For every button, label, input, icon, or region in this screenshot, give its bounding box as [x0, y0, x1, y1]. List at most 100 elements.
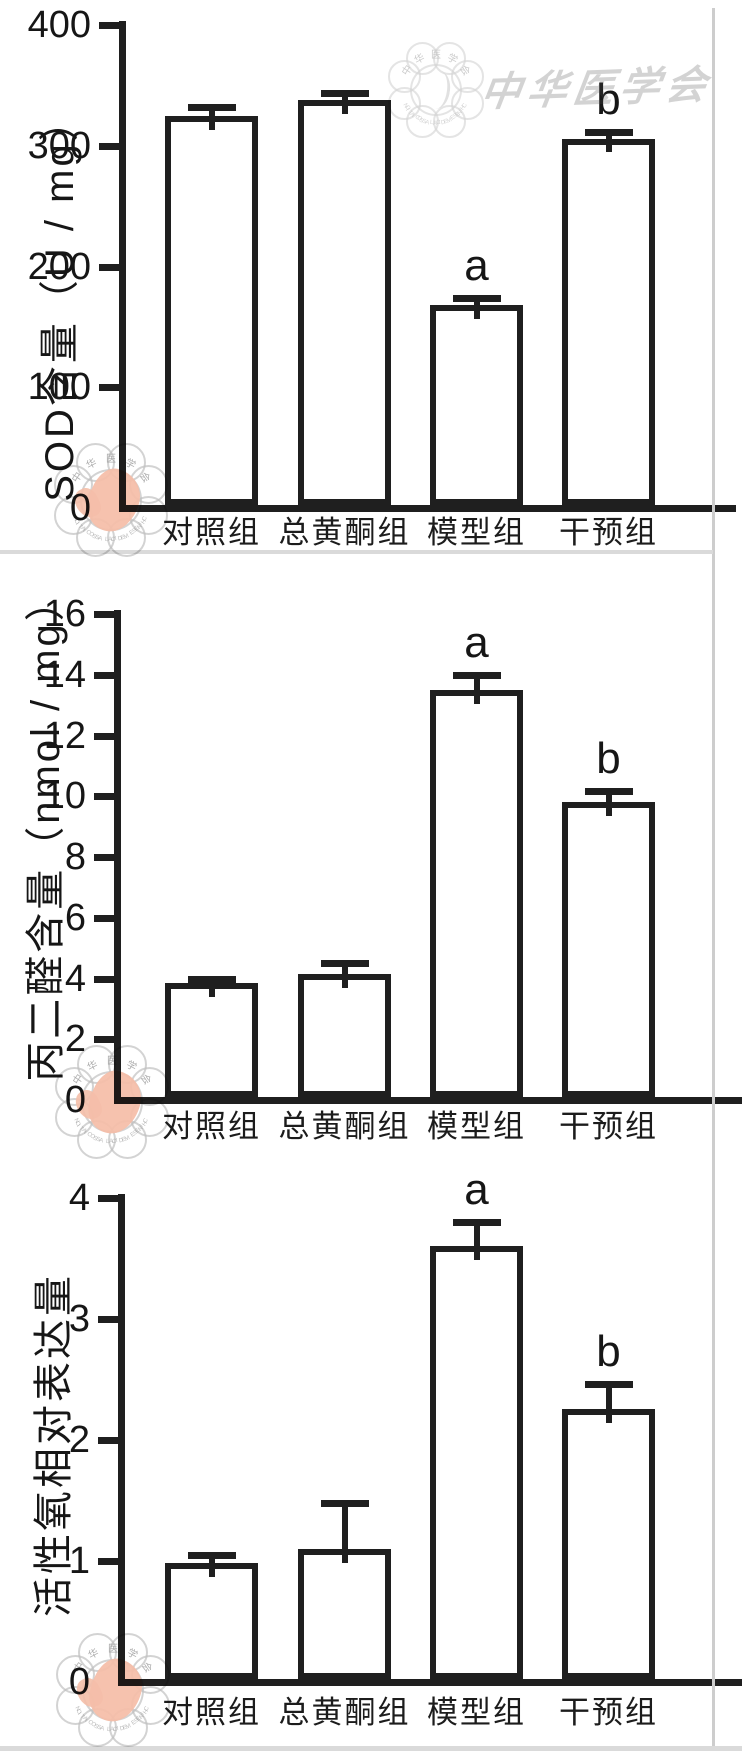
y-axis-title: 活性氧相对表达量 — [32, 1273, 76, 1617]
bar-干预组 — [562, 802, 655, 1097]
error-bar-cap — [187, 976, 236, 984]
y-axis — [119, 21, 126, 512]
y-tick-label-14: 14 — [43, 653, 86, 696]
seal-arc-text-bottom: A — [433, 120, 438, 127]
seal-arc-text-bottom: A — [108, 537, 113, 543]
seal-arc-text-bottom: A — [110, 1727, 115, 1733]
y-axis — [118, 1194, 125, 1686]
panel-separator-2 — [0, 1746, 742, 1751]
error-bar-cap — [187, 1551, 236, 1559]
y-tick-14 — [94, 671, 114, 679]
x-category-label: 模型组 — [427, 1109, 526, 1144]
y-tick-12 — [94, 732, 114, 740]
y-tick-label-300: 300 — [27, 124, 91, 167]
y-tick-6 — [94, 914, 114, 922]
seal-arc-text: 医 — [431, 50, 441, 62]
bar-模型组 — [430, 689, 523, 1097]
seal-arc-text: 医 — [107, 1056, 117, 1067]
error-bar-cap — [584, 787, 633, 795]
error-bar-cap — [452, 1219, 501, 1227]
error-bar-cap — [584, 129, 633, 137]
x-category-label: 总黄酮组 — [278, 1695, 411, 1730]
scan-right-edge — [712, 8, 715, 1748]
y-tick-3 — [98, 1316, 118, 1323]
bar-模型组 — [430, 1246, 523, 1679]
y-tick-1 — [98, 1558, 118, 1565]
error-bar-stem — [208, 107, 215, 130]
y-axis-title: 丙二醛含量（nmol / mg） — [24, 578, 68, 1082]
bar-总黄酮组 — [298, 1548, 391, 1679]
error-bar-cap — [452, 294, 501, 302]
seal-inner-ring — [409, 63, 463, 117]
y-tick-label-4: 4 — [68, 1177, 90, 1219]
error-bar-stem — [473, 297, 480, 320]
x-category-label: 对照组 — [162, 515, 261, 550]
sig-letter-b: b — [596, 75, 621, 125]
error-bar-stem — [605, 790, 612, 817]
bar-对照组 — [165, 115, 258, 505]
sig-letter-b: b — [596, 733, 621, 783]
error-bar-stem — [341, 92, 348, 114]
error-bar-cap — [320, 960, 369, 968]
y-tick-label-12: 12 — [43, 714, 86, 757]
error-bar-stem — [341, 1502, 348, 1563]
error-bar-cap — [584, 1381, 633, 1389]
y-tick-10 — [94, 793, 114, 801]
x-axis — [118, 1679, 742, 1686]
x-category-label: 对照组 — [162, 1109, 261, 1144]
bar-干预组 — [562, 138, 655, 505]
x-axis — [119, 505, 736, 512]
y-tick-label-2: 2 — [64, 1018, 86, 1061]
error-bar-cap — [452, 671, 501, 679]
error-bar-stem — [341, 963, 348, 988]
x-category-label: 模型组 — [427, 515, 526, 550]
bar-对照组 — [165, 1563, 258, 1679]
y-tick-label-200: 200 — [27, 245, 91, 288]
seal-arc-text-bottom: L — [104, 536, 109, 543]
error-bar-stem — [473, 674, 480, 704]
seal-arc-text: 医 — [106, 454, 116, 465]
y-tick-label-4: 4 — [64, 957, 86, 1000]
y-axis — [114, 610, 121, 1104]
y-tick-4 — [98, 1195, 118, 1202]
bar-模型组 — [430, 305, 523, 505]
y-tick-200 — [99, 263, 119, 271]
error-bar-stem — [605, 132, 612, 153]
y-tick-label-6: 6 — [64, 896, 86, 939]
y-tick-16 — [94, 611, 114, 618]
x-category-label: 干预组 — [559, 1695, 658, 1730]
error-bar-stem — [473, 1222, 480, 1261]
sig-letter-b: b — [596, 1327, 621, 1377]
error-bar-cap — [320, 89, 369, 97]
sig-letter-a: a — [464, 1165, 489, 1215]
error-bar-cap — [320, 1499, 369, 1507]
y-tick-8 — [94, 854, 114, 861]
seal-arc-text: 医 — [108, 1644, 118, 1655]
panel-separator-1 — [0, 550, 713, 554]
y-tick-label-1: 1 — [68, 1540, 90, 1582]
bar-总黄酮组 — [298, 973, 391, 1097]
y-tick-label-8: 8 — [64, 836, 86, 878]
x-category-label: 对照组 — [162, 1695, 261, 1730]
y-tick-100 — [99, 384, 119, 392]
x-category-label: 总黄酮组 — [278, 1109, 411, 1144]
cma-calligraphy-watermark: 中华医学会 — [477, 62, 716, 115]
bar-对照组 — [165, 983, 258, 1097]
x-category-label: 干预组 — [559, 515, 658, 550]
y-tick-2 — [94, 1036, 114, 1044]
y-tick-label-16: 16 — [43, 593, 86, 635]
y-tick-label-400: 400 — [27, 4, 91, 46]
x-category-label: 总黄酮组 — [278, 515, 411, 550]
y-tick-2 — [98, 1437, 118, 1444]
y-tick-label-2: 2 — [68, 1419, 90, 1461]
bar-干预组 — [562, 1408, 655, 1679]
seal-arc-text-bottom: A — [109, 1139, 114, 1145]
x-category-label: 模型组 — [427, 1695, 526, 1730]
x-category-label: 干预组 — [559, 1109, 658, 1144]
x-axis — [114, 1097, 742, 1104]
seal-arc-text-bottom: L — [106, 1726, 111, 1733]
